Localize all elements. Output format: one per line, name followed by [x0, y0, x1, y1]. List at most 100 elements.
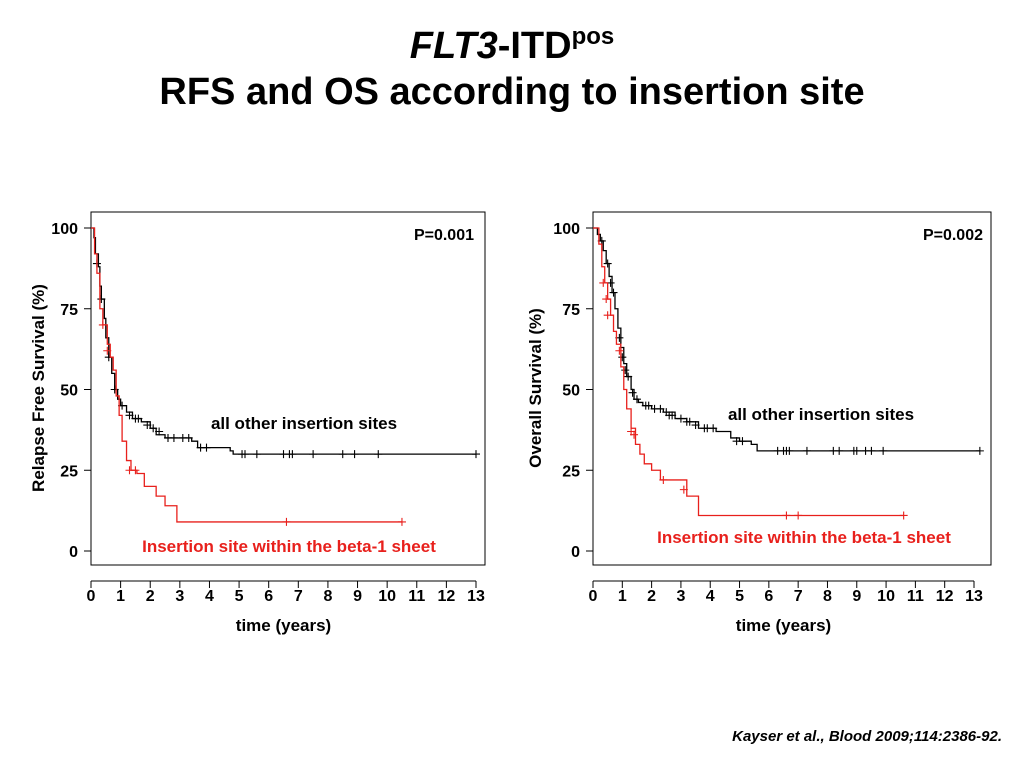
- censor-mark: [338, 450, 347, 459]
- x-tick-label: 10: [877, 588, 895, 605]
- censor-mark: [668, 411, 677, 420]
- x-tick-label: 1: [618, 588, 627, 605]
- x-tick-label: 9: [353, 588, 362, 605]
- censor-mark: [656, 404, 665, 413]
- censor-mark: [679, 485, 688, 494]
- y-tick-label: 50: [562, 383, 580, 400]
- x-tick-label: 11: [907, 588, 924, 605]
- censor-mark: [143, 421, 152, 430]
- censor-mark: [975, 446, 984, 455]
- censor-mark: [169, 433, 178, 442]
- series-label-beta1: Insertion site within the beta-1 sheet: [657, 528, 951, 547]
- p-value: P=0.002: [923, 227, 983, 244]
- censor-mark: [785, 446, 794, 455]
- x-tick-label: 5: [235, 588, 244, 605]
- title-itd: -ITD: [497, 25, 572, 67]
- censor-mark: [794, 511, 803, 520]
- censor-mark: [110, 385, 119, 394]
- censor-mark: [103, 346, 112, 355]
- x-tick-label: 9: [852, 588, 861, 605]
- censor-mark: [802, 446, 811, 455]
- x-tick-label: 6: [764, 588, 773, 605]
- y-tick-label: 75: [60, 302, 78, 319]
- y-tick-label: 0: [69, 544, 78, 561]
- censor-mark: [615, 346, 624, 355]
- x-tick-label: 7: [794, 588, 803, 605]
- p-value: P=0.001: [414, 227, 474, 244]
- x-tick-label: 8: [823, 588, 832, 605]
- y-tick-label: 50: [60, 383, 78, 400]
- x-tick-label: 11: [408, 588, 425, 605]
- censor-mark: [374, 450, 383, 459]
- censor-mark: [659, 475, 668, 484]
- x-tick-label: 0: [589, 588, 598, 605]
- censor-mark: [676, 414, 685, 423]
- censor-mark: [241, 450, 249, 459]
- censor-mark: [288, 450, 297, 459]
- y-tick-label: 0: [571, 544, 580, 561]
- x-tick-label: 2: [146, 588, 155, 605]
- x-tick-label: 2: [647, 588, 656, 605]
- censor-mark: [97, 295, 106, 304]
- title-superscript: pos: [571, 23, 615, 50]
- series-label-other: all other insertion sites: [211, 414, 397, 433]
- slide-title: FLT3-ITDpos RFS and OS according to inse…: [0, 14, 1024, 115]
- x-tick-label: 13: [467, 588, 485, 605]
- censor-mark: [782, 511, 791, 520]
- censor-mark: [691, 421, 700, 430]
- censor-mark: [252, 450, 261, 459]
- censor-mark: [630, 430, 639, 439]
- x-tick-label: 0: [87, 588, 96, 605]
- x-tick-label: 13: [965, 588, 983, 605]
- y-tick-label: 25: [562, 463, 580, 480]
- censor-mark: [609, 288, 618, 297]
- censor-mark: [397, 517, 406, 526]
- censor-mark: [155, 427, 164, 436]
- y-tick-label: 100: [553, 221, 580, 238]
- censor-mark: [134, 414, 143, 423]
- x-tick-label: 10: [378, 588, 396, 605]
- x-tick-label: 6: [264, 588, 273, 605]
- x-tick-label: 3: [175, 588, 184, 605]
- censor-mark: [899, 511, 908, 520]
- censor-mark: [709, 424, 718, 433]
- censor-mark: [738, 437, 747, 446]
- censor-mark: [685, 417, 694, 426]
- x-tick-label: 4: [205, 588, 214, 605]
- censor-mark: [125, 411, 134, 420]
- censor-mark: [867, 446, 876, 455]
- censor-mark: [632, 395, 641, 404]
- series-label-beta1: Insertion site within the beta-1 sheet: [142, 537, 436, 556]
- x-axis-label: time (years): [736, 616, 831, 635]
- y-tick-label: 25: [60, 463, 78, 480]
- x-tick-label: 12: [437, 588, 455, 605]
- title-line-1: FLT3-ITDpos: [0, 14, 1024, 69]
- title-gene: FLT3: [409, 25, 498, 67]
- censor-mark: [98, 320, 107, 329]
- censor-mark: [602, 295, 611, 304]
- censor-mark: [879, 446, 888, 455]
- censor-mark: [472, 450, 480, 459]
- y-tick-label: 100: [51, 221, 78, 238]
- x-tick-label: 1: [116, 588, 125, 605]
- x-axis-label: time (years): [236, 616, 331, 635]
- censor-mark: [282, 517, 291, 526]
- survival-curve-beta1: [91, 227, 402, 523]
- censor-mark: [644, 401, 653, 410]
- y-axis-label: Relapse Free Survival (%): [29, 284, 48, 492]
- x-tick-label: 8: [323, 588, 332, 605]
- plot-frame: [90, 211, 486, 566]
- citation: Kayser et al., Blood 2009;114:2386-92.: [732, 728, 1002, 745]
- x-tick-label: 12: [936, 588, 954, 605]
- x-tick-label: 3: [676, 588, 685, 605]
- censor-mark: [599, 278, 608, 287]
- censor-mark: [835, 446, 844, 455]
- censor-mark: [621, 366, 630, 375]
- censor-mark: [184, 433, 193, 442]
- y-tick-label: 75: [562, 302, 580, 319]
- survival-curve-beta1: [593, 227, 904, 517]
- y-axis-label: Overall Survival (%): [526, 308, 545, 468]
- censor-mark: [131, 466, 140, 475]
